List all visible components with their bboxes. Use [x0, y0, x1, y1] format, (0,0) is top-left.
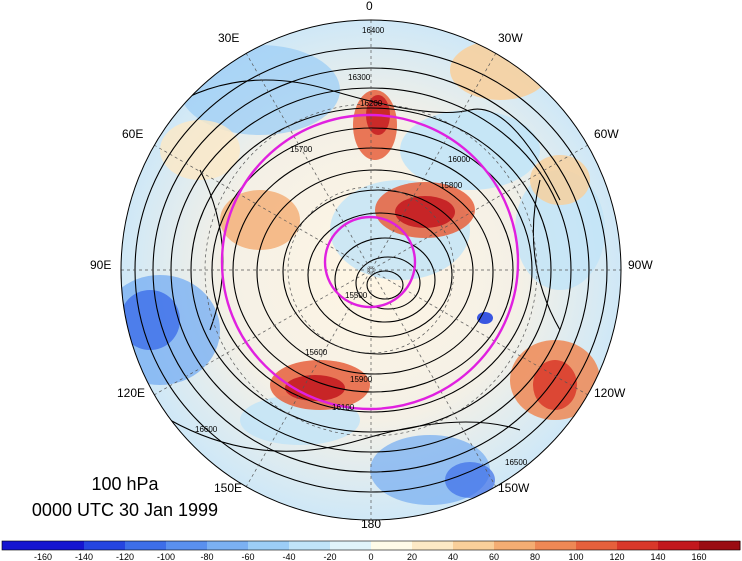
- colorbar-tick-label: -60: [241, 552, 254, 561]
- contour-label: 16500: [505, 458, 528, 467]
- contour-label: 16600: [195, 425, 218, 434]
- overlay-circles: [220, 113, 520, 411]
- colorbar-swatch: [84, 541, 126, 550]
- contour-label: 15700: [290, 145, 313, 154]
- colorbar-tick-label: -80: [200, 552, 213, 561]
- colorbar-tick-label: 0: [368, 552, 373, 561]
- map-border: [120, 19, 622, 521]
- colorbar-tick-label: 80: [530, 552, 540, 561]
- colorbar-tick-label: 20: [407, 552, 417, 561]
- lon-label-60e: 60E: [122, 127, 143, 141]
- colorbar-swatch: [125, 541, 167, 550]
- colorbar: -160 -140 -120 -100 -80 -60 -40 -20 0 20 40 60 80 100…: [1, 540, 741, 561]
- contour-label: 15900: [350, 375, 373, 384]
- colorbar-tick-label: -160: [34, 552, 52, 561]
- inner-magenta-ring: [323, 215, 417, 309]
- lon-label-120e: 120E: [117, 386, 145, 400]
- colorbar-swatch: [412, 541, 454, 550]
- colorbar-tick-label: 140: [650, 552, 665, 561]
- longitude-labels: 0 30W 60W 90W 120W 150W 180 150E 120E 90…: [90, 0, 653, 531]
- contour-label: 16000: [448, 155, 471, 164]
- colorbar-tick-label: -40: [282, 552, 295, 561]
- colorbar-swatch: [248, 541, 290, 550]
- contour-label: 15600: [305, 348, 328, 357]
- colorbar-tick-label: 100: [568, 552, 583, 561]
- colorbar-swatch: [330, 541, 372, 550]
- contour-label: 16200: [360, 99, 383, 108]
- lon-label-90w: 90W: [628, 258, 653, 272]
- colorbar-swatch: [289, 541, 331, 550]
- colorbar-tick-label: 60: [489, 552, 499, 561]
- lon-label-90e: 90E: [90, 258, 111, 272]
- contour-label: 16300: [348, 73, 371, 82]
- colorbar-tick-label: -120: [116, 552, 134, 561]
- colorbar-swatch: [2, 541, 44, 550]
- colorbar-swatch: [43, 541, 85, 550]
- contour-label: 15800: [440, 181, 463, 190]
- valid-time-label: 0000 UTC 30 Jan 1999: [31, 500, 219, 520]
- lon-label-150w: 150W: [498, 481, 530, 495]
- colorbar-swatch: [371, 541, 413, 550]
- colorbar-tick-label: -140: [75, 552, 93, 561]
- lon-label-0: 0: [366, 0, 373, 13]
- outer-magenta-ring: [220, 113, 520, 411]
- colorbar-swatch: [494, 541, 536, 550]
- shaded-anomaly-field: [121, 20, 621, 520]
- lon-label-180: 180: [361, 517, 381, 531]
- lon-label-60w: 60W: [594, 127, 619, 141]
- graticule: [121, 20, 621, 520]
- contour-label: 16100: [332, 403, 355, 412]
- colorbar-swatch: [658, 541, 700, 550]
- colorbar-swatch: [535, 541, 577, 550]
- colorbar-frame: [1, 540, 741, 551]
- colorbar-tick-label: -20: [323, 552, 336, 561]
- colorbar-swatch: [166, 541, 208, 550]
- lon-label-150e: 150E: [214, 481, 242, 495]
- colorbar-tick-label: 40: [448, 552, 458, 561]
- lon-label-120w: 120W: [594, 386, 626, 400]
- pressure-level-label: 100 hPa: [91, 474, 159, 494]
- colorbar-swatch: [699, 541, 741, 550]
- colorbar-tick-label: -100: [157, 552, 175, 561]
- colorbar-swatch: [453, 541, 495, 550]
- colorbar-tick-label: 160: [691, 552, 706, 561]
- lon-label-30e: 30E: [218, 31, 239, 45]
- lon-label-30w: 30W: [498, 31, 523, 45]
- contour-label: 16400: [362, 26, 385, 35]
- colorbar-tick-label: 120: [609, 552, 624, 561]
- contour-label: 15500: [345, 291, 368, 300]
- colorbar-swatch: [576, 541, 618, 550]
- colorbar-swatch: [617, 541, 659, 550]
- colorbar-swatch: [207, 541, 249, 550]
- contour-labels: 16400 16300 16200 16000 15800 15700 1550…: [195, 26, 528, 467]
